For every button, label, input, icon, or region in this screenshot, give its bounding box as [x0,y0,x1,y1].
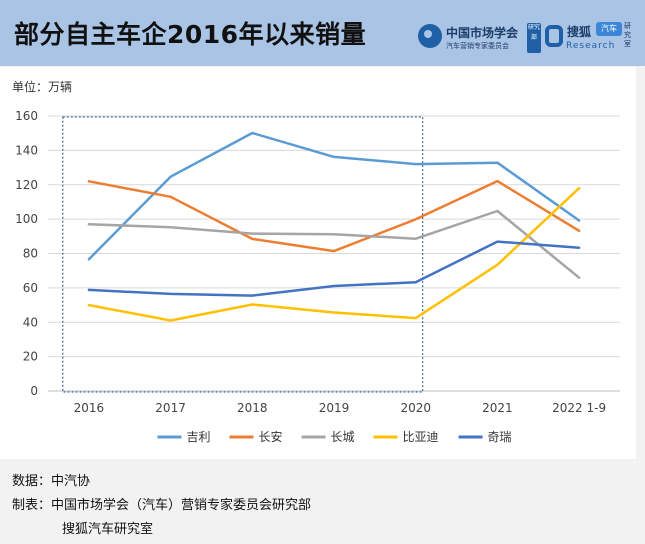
cma-name: 中国市场学会 [446,26,519,40]
y-tick-label: 140 [15,143,38,157]
header-banner: 部分自主车企2016年以来销量 中国市场学会 汽车营销专家委员会 研究部 搜狐 … [0,0,645,66]
cma-subtitle: 汽车营销专家委员会 [446,42,509,50]
legend-label: 吉利 [187,430,211,444]
series-line-长城 [87,209,581,279]
x-tick-label: 2020 [400,401,431,415]
y-tick-label: 100 [15,212,38,226]
series-line-长安 [87,179,581,253]
sohu-side-label: 研究室 [624,22,631,48]
unit-label: 单位：万辆 [12,80,73,94]
x-tick-label: 2021 [482,401,513,415]
sohu-research: Research [566,41,616,51]
x-tick-label: 2016 [74,401,105,415]
chart-panel [0,67,636,459]
legend-label: 比亚迪 [403,430,439,444]
sohu-badge: 汽车 [596,22,622,36]
legend-label: 长城 [331,430,355,444]
page-title: 部分自主车企2016年以来销量 [14,20,367,49]
y-tick-label: 20 [23,350,38,364]
series-line-吉利 [87,131,581,261]
sohu-logo-icon [545,25,563,47]
y-tick-label: 80 [23,247,38,261]
y-tick-label: 60 [23,281,38,295]
x-tick-label: 2022 1-9 [552,401,606,415]
y-tick-label: 40 [23,315,38,329]
data-source: 数据：中汽协 [12,474,91,489]
highlight-box [62,116,424,393]
legend-label: 奇瑞 [488,430,512,444]
cma-badge: 研究部 [527,23,541,53]
table-maker: 制表：中国市场学会（汽车）营销专家委员会研究部 [12,498,312,513]
series-line-比亚迪 [87,186,581,322]
y-tick-label: 120 [15,178,38,192]
x-tick-label: 2017 [155,401,186,415]
sohu-name: 搜狐 [567,25,592,39]
table-maker-2: 搜狐汽车研究室 [62,522,154,537]
y-tick-label: 0 [30,384,38,398]
y-tick-label: 160 [15,109,38,123]
x-tick-label: 2018 [237,401,268,415]
cma-logo-icon [418,24,442,48]
x-tick-label: 2019 [319,401,350,415]
series-line-奇瑞 [87,240,581,297]
legend-label: 长安 [259,429,283,444]
